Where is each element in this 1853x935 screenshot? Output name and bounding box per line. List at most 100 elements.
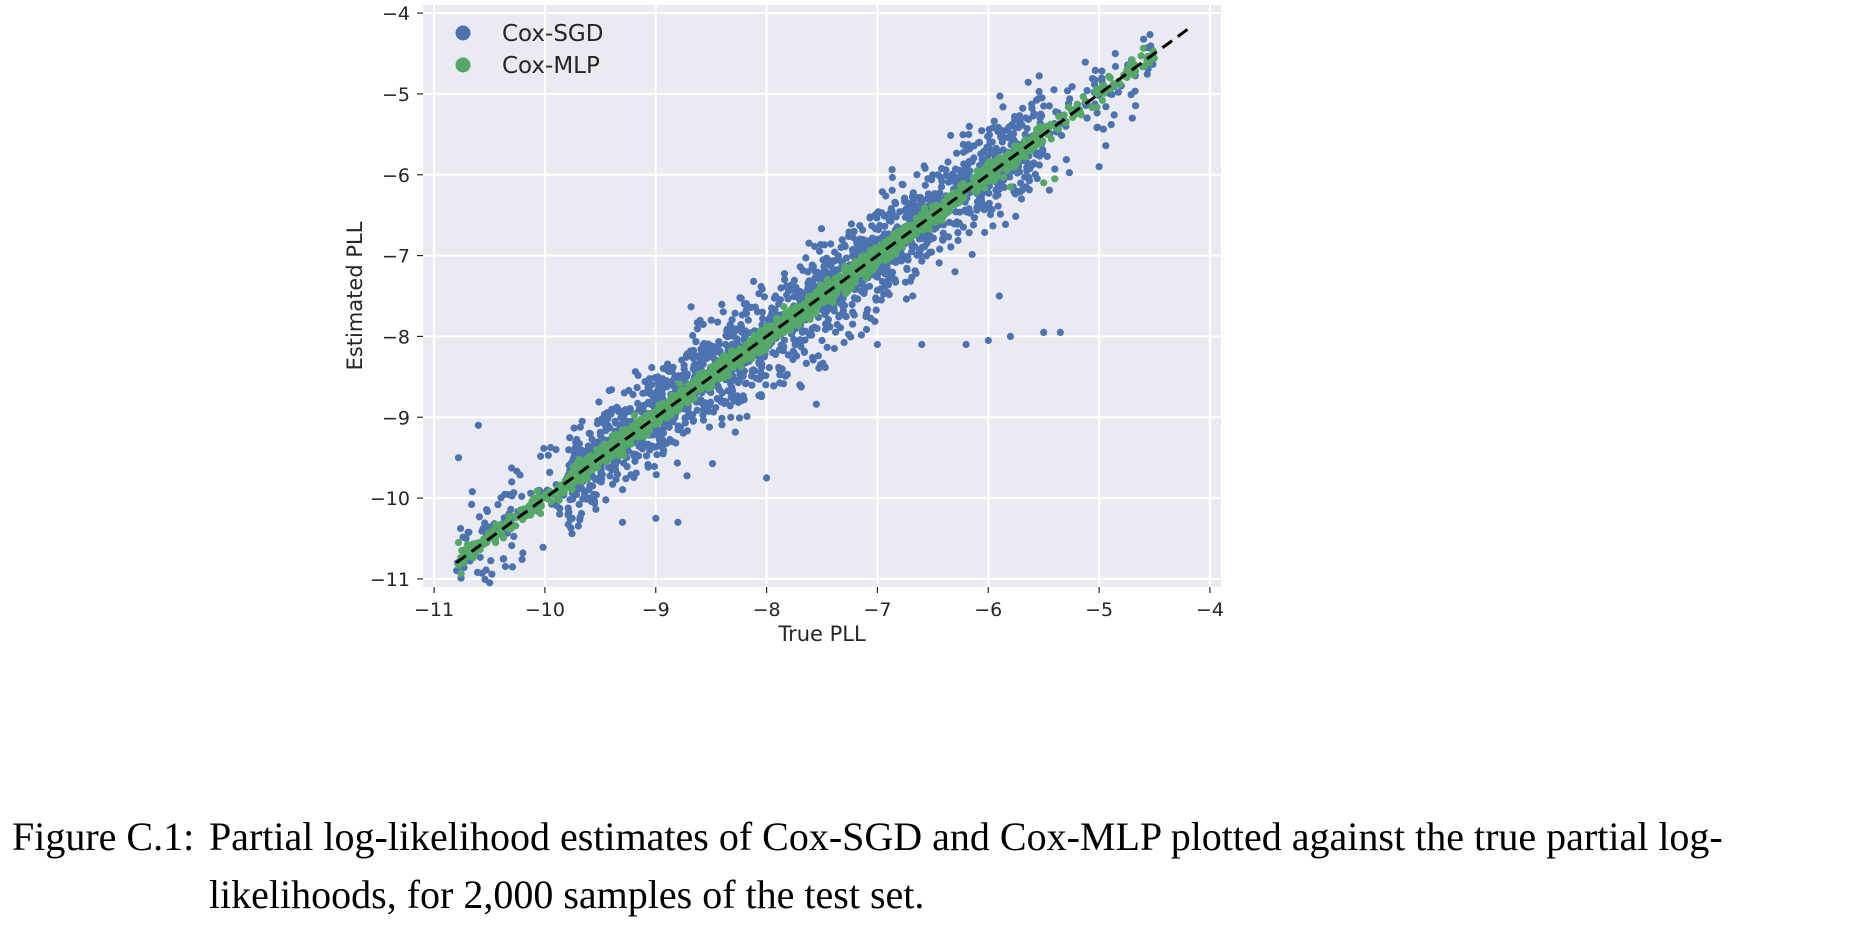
cox-sgd-point	[965, 205, 973, 213]
cox-sgd-point	[953, 149, 961, 157]
cox-sgd-point	[1083, 114, 1091, 122]
cox-sgd-point	[664, 360, 672, 368]
cox-sgd-point	[683, 427, 692, 435]
cox-sgd-point	[736, 370, 744, 378]
cox-sgd-point	[785, 284, 793, 292]
cox-sgd-point	[1017, 179, 1025, 187]
cox-sgd-point	[570, 424, 578, 432]
cox-sgd-point	[996, 92, 1004, 100]
cox-sgd-point	[680, 365, 688, 373]
cox-sgd-point	[892, 258, 900, 267]
cox-mlp-point	[891, 250, 899, 258]
cox-sgd-point	[696, 316, 704, 324]
cox-sgd-point	[743, 412, 751, 420]
cox-sgd-point	[818, 336, 826, 345]
cox-mlp-point	[627, 440, 635, 448]
cox-sgd-point	[847, 220, 856, 228]
cox-sgd-point	[722, 340, 730, 349]
cox-mlp-point	[1054, 125, 1063, 133]
cox-sgd-point	[683, 472, 691, 480]
cox-sgd-point	[765, 317, 774, 325]
cox-sgd-point	[926, 235, 935, 243]
cox-mlp-point	[676, 380, 684, 388]
cox-sgd-point	[816, 247, 824, 255]
cox-sgd-point	[481, 519, 489, 527]
cox-sgd-point	[1006, 332, 1015, 340]
cox-mlp-point	[805, 309, 813, 317]
cox-sgd-point	[670, 374, 679, 382]
cox-sgd-point	[891, 198, 899, 206]
cox-sgd-point	[765, 364, 773, 372]
cox-sgd-point	[689, 331, 697, 340]
cox-sgd-point	[815, 364, 823, 372]
cox-sgd-point	[700, 406, 708, 414]
cox-sgd-point	[568, 530, 576, 538]
cox-sgd-point	[1132, 102, 1140, 110]
cox-sgd-point	[1099, 125, 1107, 133]
cox-sgd-point	[803, 287, 811, 295]
cox-sgd-point	[1030, 159, 1038, 167]
cox-sgd-point	[884, 281, 893, 289]
cox-sgd-point	[664, 367, 672, 375]
cox-sgd-point	[488, 570, 496, 578]
cox-mlp-point	[860, 255, 868, 263]
y-tick-label: −8	[382, 326, 410, 348]
cox-sgd-point	[888, 186, 896, 194]
cox-sgd-point	[903, 253, 912, 261]
cox-sgd-point	[1066, 95, 1074, 103]
cox-sgd-point	[718, 414, 726, 422]
cox-sgd-point	[1068, 83, 1076, 91]
cox-sgd-point	[758, 285, 766, 293]
cox-sgd-point	[821, 325, 830, 334]
cox-sgd-point	[539, 543, 547, 551]
cox-sgd-point	[1035, 95, 1043, 103]
cox-sgd-point	[1146, 30, 1154, 39]
cox-sgd-point	[992, 192, 1000, 200]
cox-sgd-point	[618, 518, 627, 526]
cox-sgd-point	[1013, 169, 1021, 177]
cox-mlp-point	[694, 377, 702, 385]
cox-sgd-point	[508, 563, 517, 571]
cox-mlp-point	[560, 488, 568, 497]
cox-sgd-point	[944, 158, 952, 166]
cox-sgd-point	[737, 294, 745, 302]
cox-sgd-point	[598, 475, 606, 483]
cox-sgd-point	[576, 423, 584, 431]
cox-mlp-point	[457, 570, 465, 578]
cox-sgd-point	[598, 415, 606, 423]
cox-sgd-point	[966, 167, 974, 175]
cox-sgd-point	[513, 467, 521, 475]
cox-sgd-point	[776, 371, 784, 379]
cox-sgd-point	[775, 363, 783, 372]
cox-mlp-point	[826, 280, 834, 288]
cox-sgd-point	[623, 463, 631, 471]
cox-sgd-point	[650, 462, 659, 471]
cox-sgd-point	[756, 374, 765, 382]
cox-sgd-point	[840, 338, 848, 347]
cox-sgd-point	[705, 423, 714, 431]
cox-mlp-point	[920, 226, 928, 234]
cox-sgd-point	[750, 277, 758, 285]
grid-lines	[423, 5, 1221, 587]
cox-sgd-point	[733, 377, 742, 385]
cox-sgd-point	[578, 485, 586, 493]
cox-mlp-point	[600, 442, 608, 450]
cox-sgd-point	[508, 464, 516, 472]
cox-mlp-point	[957, 181, 965, 189]
cox-sgd-point	[996, 210, 1005, 218]
cox-sgd-point	[724, 387, 732, 395]
cox-sgd-point	[622, 475, 630, 483]
cox-sgd-point	[1016, 188, 1024, 196]
cox-sgd-point	[806, 279, 814, 287]
cox-sgd-point	[468, 488, 476, 496]
cox-mlp-point	[584, 453, 593, 461]
cox-sgd-point	[756, 391, 764, 399]
cox-sgd-point	[508, 542, 516, 550]
cox-sgd-point	[838, 257, 846, 265]
cox-mlp-point	[811, 289, 819, 297]
x-tick-label: −9	[642, 599, 670, 621]
cox-sgd-point	[644, 385, 653, 393]
cox-sgd-point	[862, 325, 871, 334]
cox-sgd-point	[799, 266, 807, 274]
cox-sgd-point	[1127, 91, 1135, 99]
